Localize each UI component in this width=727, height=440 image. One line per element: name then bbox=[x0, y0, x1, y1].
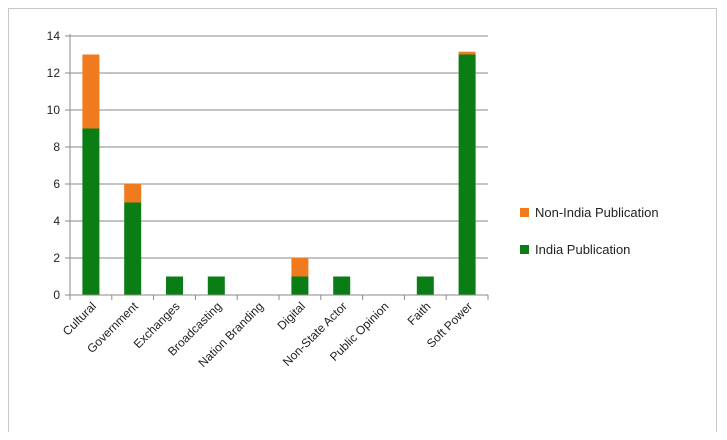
bar-india-broadcasting bbox=[207, 276, 225, 295]
bar-india-faith bbox=[416, 276, 434, 295]
bar-india-government bbox=[124, 202, 142, 295]
bar-india-cultural bbox=[82, 128, 100, 295]
y-tick-label: 4 bbox=[53, 214, 60, 228]
x-category-label: Faith bbox=[405, 299, 434, 328]
y-tick-label: 12 bbox=[47, 66, 61, 80]
y-tick-label: 14 bbox=[47, 29, 61, 43]
bar-non-india-digital bbox=[291, 258, 309, 277]
y-tick-label: 0 bbox=[53, 288, 60, 302]
bar-non-india-soft-power bbox=[458, 51, 476, 55]
x-category-label: Digital bbox=[275, 299, 308, 332]
legend-label: Non-India Publication bbox=[535, 205, 659, 220]
bar-india-non-state-actor bbox=[333, 276, 351, 295]
bar-india-soft-power bbox=[458, 54, 476, 295]
bar-non-india-cultural bbox=[82, 54, 100, 129]
x-category-label: Soft Power bbox=[424, 299, 475, 350]
bar-non-india-government bbox=[124, 184, 142, 203]
bar-india-digital bbox=[291, 276, 309, 295]
legend-label: India Publication bbox=[535, 242, 630, 257]
legend-swatch bbox=[520, 208, 529, 217]
y-tick-label: 2 bbox=[53, 251, 60, 265]
x-category-label: Cultural bbox=[60, 299, 99, 338]
y-tick-label: 6 bbox=[53, 177, 60, 191]
y-tick-label: 10 bbox=[47, 103, 61, 117]
bar-india-exchanges bbox=[166, 276, 183, 295]
legend-swatch bbox=[520, 245, 529, 254]
y-tick-label: 8 bbox=[53, 140, 60, 154]
